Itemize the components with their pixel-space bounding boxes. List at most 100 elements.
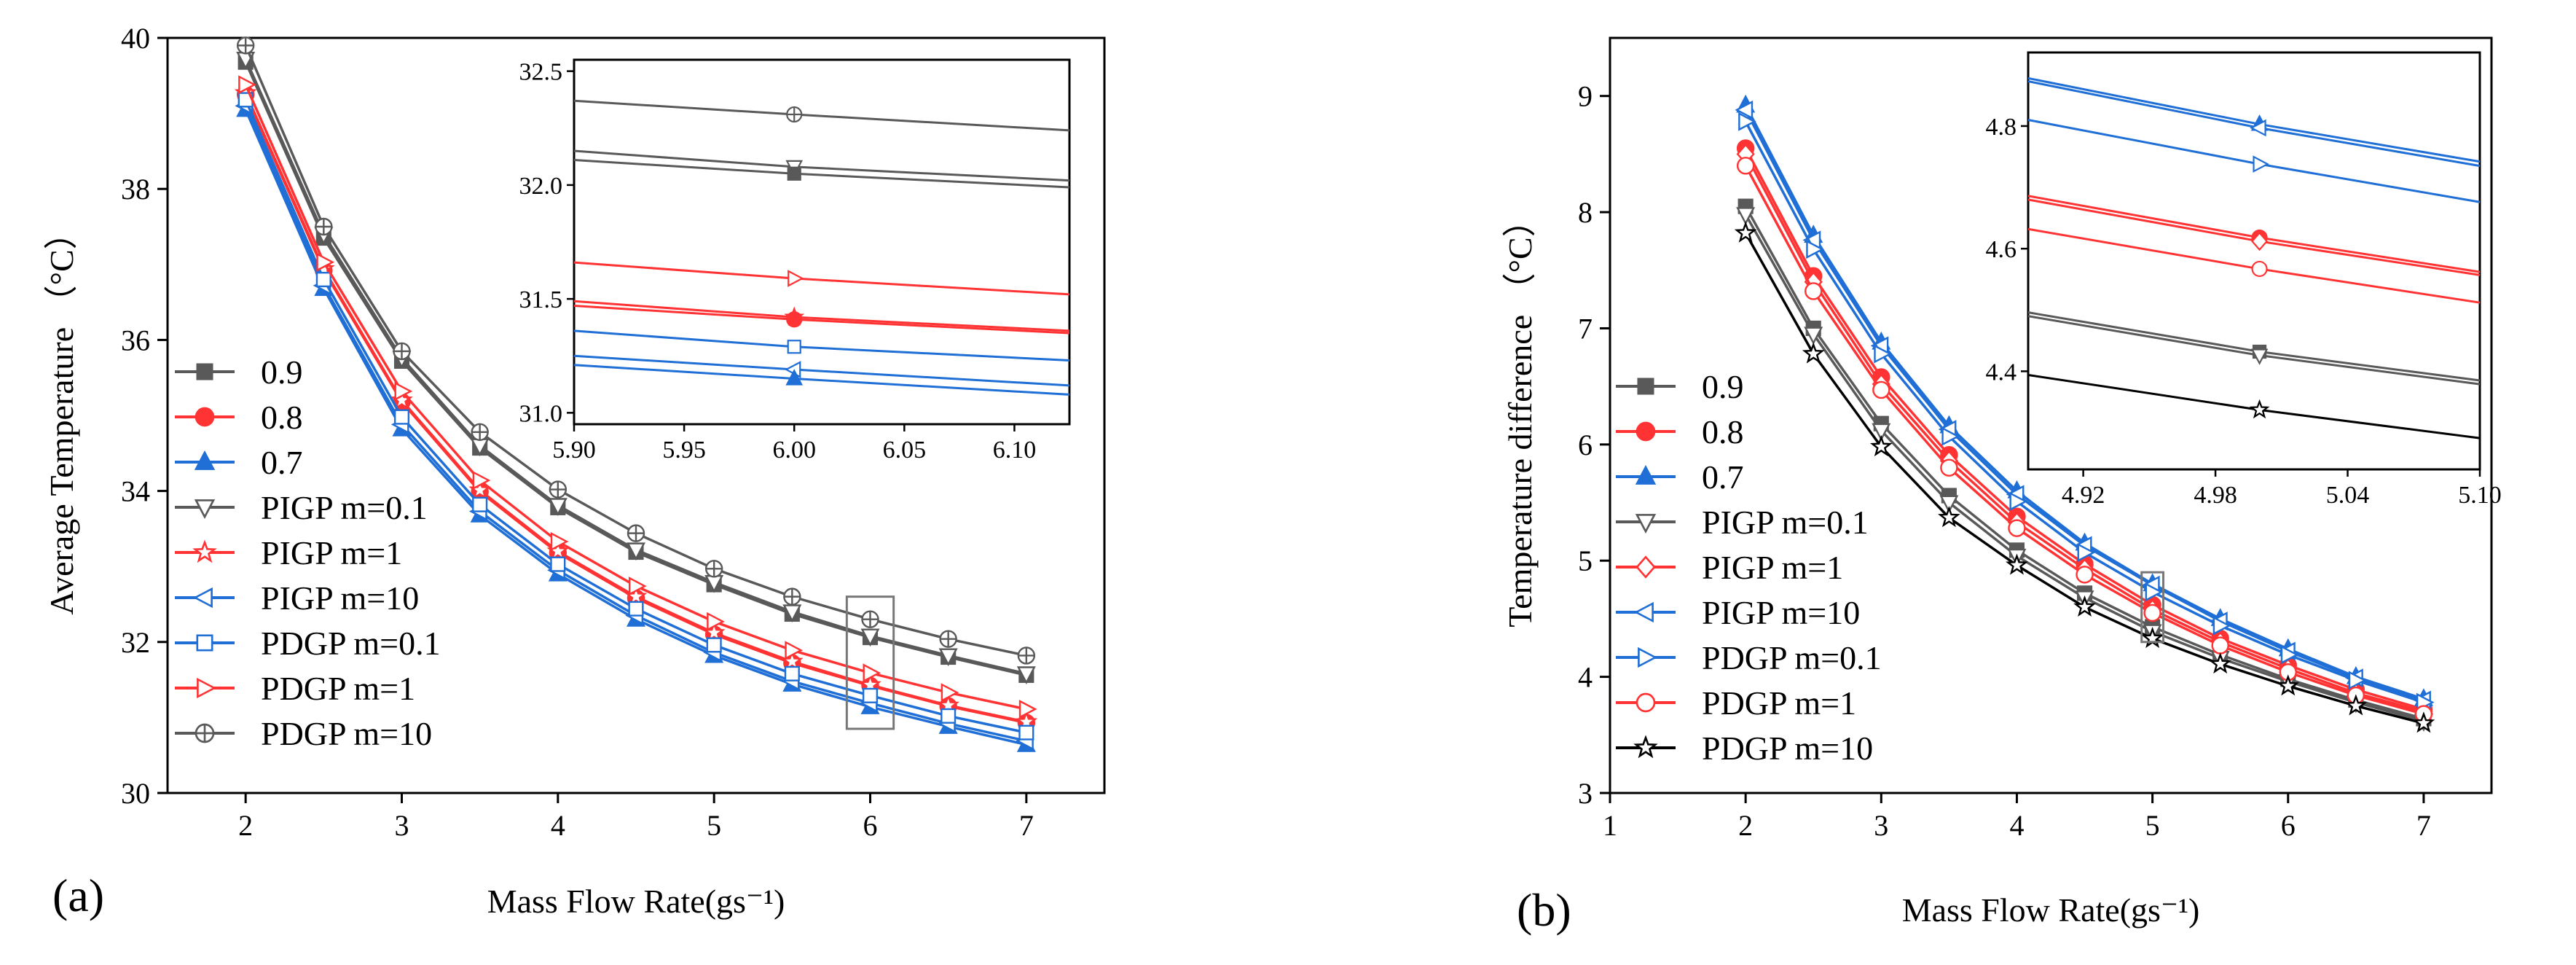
data-point: [2277, 674, 2300, 696]
data-point: [2143, 603, 2161, 622]
data-point: [1804, 327, 1823, 345]
x-axis-ticks: 1 2 3 4 5 6 7: [1603, 793, 2431, 842]
data-point: [1018, 724, 1034, 741]
panel-label: (b): [1517, 884, 1571, 936]
inset-y-tick-label: 4.6: [1986, 236, 2017, 263]
legend-label: PDGP m=1: [1702, 684, 1856, 722]
series-pdgp-m-10: [1734, 221, 2435, 733]
legend-label: 0.7: [261, 444, 303, 481]
legend-label: 0.7: [1702, 458, 1744, 496]
series-group: [1734, 94, 2435, 733]
inset-data-point: [786, 311, 803, 328]
data-point: [626, 542, 646, 561]
x-axis-ticks: 2 3 4 5 6 7: [238, 793, 1034, 842]
legend-marker: [192, 587, 213, 609]
x-tick-label: 4: [2009, 809, 2024, 842]
legend-marker: [197, 677, 217, 699]
data-point: [316, 252, 335, 272]
zoom-region-box: [2140, 571, 2165, 644]
data-point: [472, 496, 488, 512]
data-point: [550, 532, 569, 552]
inset-series: [573, 364, 1070, 396]
inset-series: [2027, 315, 2481, 386]
inset-x-tick-label: 6.00: [772, 437, 816, 464]
data-point: [2412, 711, 2435, 733]
inset-x-tick-label: 5.95: [662, 437, 706, 464]
series-pdgp-m-0.1: [237, 92, 1034, 741]
inset-y-tick-label: 32.0: [519, 173, 563, 200]
legend-item: PIGP m=1: [1616, 549, 1843, 586]
data-point: [783, 587, 801, 606]
data-point: [2344, 694, 2368, 716]
legend-item: PDGP m=1: [1616, 684, 1856, 722]
inset-x-tick-label: 6.10: [993, 437, 1037, 464]
data-point: [939, 630, 957, 648]
inset-zoom-plot: 5.90 5.95 6.00 6.05 6.10 31.0 31.5 32.0 32.5: [519, 58, 1071, 464]
inset-data-point: [2251, 260, 2268, 278]
legend-label: PIGP m=0.1: [1702, 504, 1869, 541]
legend-marker: [192, 539, 217, 563]
data-point: [627, 524, 645, 542]
inset-series: [2027, 373, 2481, 439]
data-point: [1939, 495, 1959, 514]
series-pdgp-m-0.1: [1738, 112, 2435, 712]
data-point: [472, 471, 491, 491]
y-axis-ticks: 3 4 5 6 7 8 9: [1578, 80, 1610, 810]
y-axis-title: Average Temperature （°C）: [43, 216, 80, 614]
legend-label: PIGP m=10: [1702, 594, 1860, 631]
inset-series: [573, 159, 1070, 189]
legend-label: PDGP m=10: [1702, 730, 1873, 767]
data-point: [1869, 434, 1893, 457]
legend-item: 0.9: [175, 353, 303, 391]
data-point: [2348, 671, 2367, 690]
data-point: [860, 628, 880, 647]
legend-label: PIGP m=1: [261, 534, 402, 571]
legend-marker: [1635, 421, 1656, 442]
legend-label: PDGP m=1: [261, 670, 415, 707]
x-tick-label: 2: [1738, 809, 1753, 842]
series-pdgp-m-1: [1736, 157, 2433, 723]
legend: 0.9 0.8 0.7 PIGP m=0.1 PIGP m=1 PIGP m=10 PDGP…: [1616, 368, 1882, 767]
inset-x-tick-label: 4.92: [2062, 482, 2105, 509]
legend-marker: [1637, 378, 1654, 395]
data-point: [1735, 100, 1754, 120]
data-point: [550, 556, 566, 572]
data-point: [1872, 380, 1890, 399]
legend-item: 0.8: [175, 399, 303, 436]
legend-label: PIGP m=0.1: [261, 489, 428, 526]
x-tick-label: 7: [1019, 809, 1034, 842]
inset-data-point: [2250, 348, 2269, 365]
data-point: [1734, 221, 1757, 243]
x-tick-label: 6: [2281, 809, 2296, 842]
legend-label: 0.9: [1702, 368, 1744, 405]
x-tick-label: 5: [707, 809, 721, 842]
inset-y-tick-label: 4.4: [1986, 359, 2017, 386]
data-point: [861, 610, 879, 628]
data-point: [1874, 344, 1893, 364]
data-point: [706, 637, 722, 653]
data-point: [628, 577, 647, 596]
data-point: [784, 665, 800, 681]
inset-x-tick-label: 5.90: [552, 437, 596, 464]
data-point: [1805, 282, 1823, 300]
data-point: [1802, 342, 1825, 364]
legend-marker: [195, 407, 215, 427]
data-point: [1018, 699, 1037, 719]
data-point: [238, 75, 256, 95]
legend-item: PIGP m=10: [175, 579, 419, 617]
legend: 0.9 0.8 0.7 PIGP m=0.1 PIGP m=1 PIGP m=10 PDGP…: [175, 353, 441, 752]
legend-label: PIGP m=10: [261, 579, 419, 617]
legend-marker: [1635, 464, 1657, 485]
plot-frame: [1609, 36, 2493, 794]
data-point: [941, 708, 957, 724]
legend-item: 0.7: [1616, 458, 1744, 496]
data-point: [1736, 207, 1756, 225]
x-tick-label: 5: [2145, 809, 2160, 842]
panel-label: (a): [52, 870, 104, 921]
legend-label: 0.9: [261, 353, 303, 391]
x-axis-title: Mass Flow Rate(gs⁻¹): [487, 883, 785, 920]
data-point: [2077, 543, 2096, 563]
legend-marker: [195, 723, 215, 743]
inset-data-point: [2251, 231, 2269, 251]
